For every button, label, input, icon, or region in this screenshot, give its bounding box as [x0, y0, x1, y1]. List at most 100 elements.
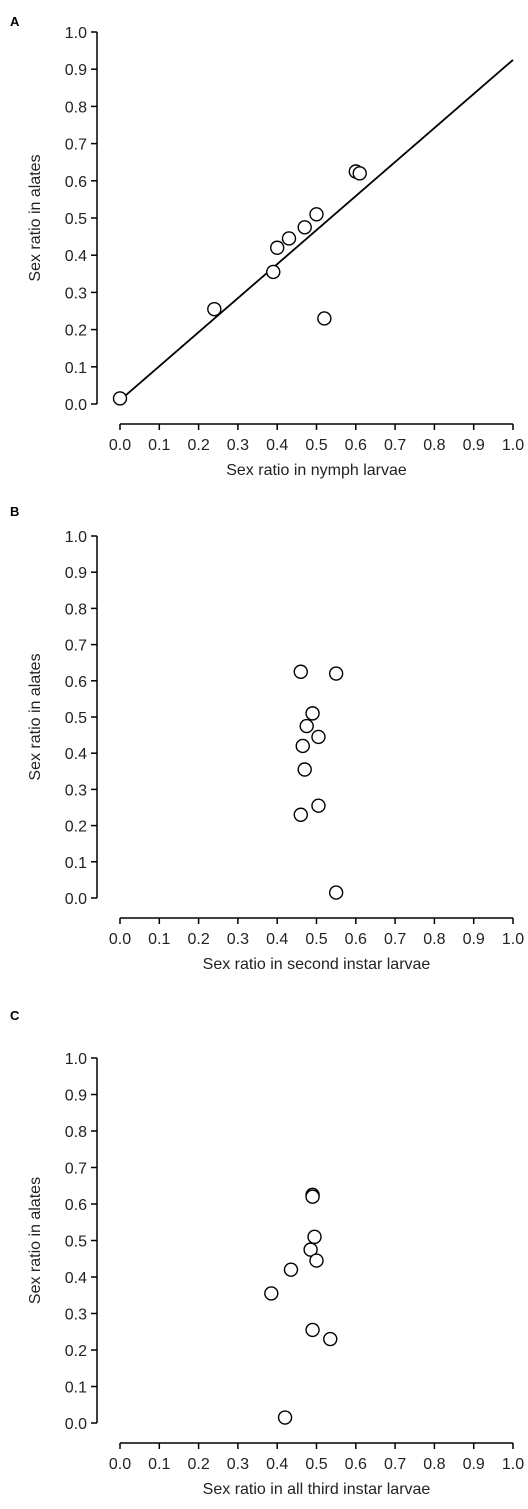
x-tick-label: 0.3 — [227, 437, 249, 454]
x-tick-label: 0.4 — [266, 1456, 288, 1473]
x-axis-title: Sex ratio in second instar larvae — [203, 956, 431, 973]
data-point — [207, 301, 222, 317]
x-tick-label: 0.7 — [384, 1456, 406, 1473]
x-tick-label: 0.1 — [148, 931, 170, 948]
x-tick-label: 0.3 — [227, 1456, 249, 1473]
y-tick-label: 0.9 — [65, 565, 87, 582]
panel-label: A — [10, 14, 20, 29]
y-tick-label: 0.6 — [65, 674, 87, 691]
y-tick-label: 0.4 — [65, 1270, 87, 1287]
x-tick-label: 0.0 — [109, 1456, 131, 1473]
y-tick-label: 0.3 — [65, 285, 87, 302]
y-tick-label: 1.0 — [65, 1051, 87, 1068]
panel-a: A 0.0 0.0 0.1 0.1 0.2 0.2 0.3 0.3 0.4 0.4 0.5 0.5 0.6… — [0, 0, 528, 479]
y-tick-label: 0.8 — [65, 99, 87, 116]
data-point — [317, 311, 332, 326]
data-point — [323, 1331, 338, 1347]
y-tick-label: 0.0 — [65, 1416, 87, 1433]
y-tick-label: 0.5 — [65, 710, 87, 727]
data-point — [311, 729, 326, 745]
x-tick-label: 0.0 — [109, 437, 131, 454]
x-tick-label: 0.6 — [345, 931, 367, 948]
x-tick-label: 0.0 — [109, 931, 131, 948]
x-tick-label: 0.6 — [345, 1456, 367, 1473]
x-tick-label: 0.2 — [187, 437, 209, 454]
data-point — [293, 807, 308, 822]
data-point — [112, 391, 128, 406]
data-point — [309, 1253, 324, 1268]
data-point — [303, 1242, 318, 1257]
x-tick-label: 0.7 — [384, 931, 406, 948]
data-point — [264, 1286, 279, 1301]
x-tick-label: 0.4 — [266, 931, 288, 948]
y-tick-label: 0.9 — [65, 1088, 87, 1105]
y-axis-title: Sex ratio in alates — [27, 154, 44, 281]
x-axis-title: Sex ratio in nymph larvae — [226, 462, 407, 479]
scatter-chart-a: A 0.0 0.0 0.1 0.1 0.2 0.2 0.3 0.3 0.4 0.4 0.5 0.5 0.6… — [10, 14, 524, 479]
data-point — [295, 738, 310, 754]
x-axis-title: Sex ratio in all third instar larvae — [203, 1481, 431, 1498]
regression-line — [119, 59, 514, 401]
x-tick-label: 1.0 — [502, 437, 524, 454]
data-point — [309, 207, 324, 222]
scatter-chart-c: C 0.0 0.0 0.1 0.1 0.2 0.2 0.3 0.3 0.4 0.4 0.5 0.5 0.6… — [10, 1008, 524, 1498]
y-tick-label: 0.9 — [65, 62, 87, 79]
y-tick-label: 0.0 — [65, 397, 87, 414]
y-tick-label: 0.1 — [65, 360, 87, 377]
y-axis-title: Sex ratio in alates — [27, 1177, 44, 1304]
x-tick-label: 0.6 — [345, 437, 367, 454]
x-tick-label: 0.3 — [227, 931, 249, 948]
x-tick-label: 0.5 — [305, 437, 327, 454]
panel-c: C 0.0 0.0 0.1 0.1 0.2 0.2 0.3 0.3 0.4 0.4 0.5 0.5 0.6… — [0, 998, 528, 1509]
panel-label: B — [10, 504, 19, 519]
x-tick-label: 0.9 — [463, 1456, 485, 1473]
x-tick-label: 0.2 — [187, 931, 209, 948]
y-tick-label: 0.1 — [65, 855, 87, 872]
y-tick-label: 0.3 — [65, 1307, 87, 1324]
y-tick-label: 1.0 — [65, 25, 87, 42]
x-tick-label: 0.1 — [148, 1456, 170, 1473]
x-tick-label: 0.2 — [187, 1456, 209, 1473]
data-point — [297, 762, 312, 777]
x-tick-label: 0.5 — [305, 1456, 327, 1473]
data-point — [307, 1229, 322, 1245]
data-point — [305, 706, 320, 721]
x-tick-label: 0.1 — [148, 437, 170, 454]
data-point — [328, 666, 344, 681]
x-tick-label: 0.4 — [266, 437, 288, 454]
x-tick-label: 0.8 — [423, 1456, 445, 1473]
y-tick-label: 0.7 — [65, 638, 87, 655]
y-tick-label: 0.6 — [65, 174, 87, 191]
y-tick-label: 0.3 — [65, 782, 87, 799]
y-tick-label: 0.8 — [65, 601, 87, 618]
x-tick-label: 0.9 — [463, 437, 485, 454]
y-axis-title: Sex ratio in alates — [27, 653, 44, 780]
y-tick-label: 0.5 — [65, 211, 87, 228]
data-point — [299, 718, 314, 734]
y-tick-label: 0.0 — [65, 891, 87, 908]
data-point — [283, 1262, 299, 1277]
y-tick-label: 0.4 — [65, 746, 87, 763]
x-tick-label: 0.5 — [305, 931, 327, 948]
x-tick-label: 0.9 — [463, 931, 485, 948]
data-point — [277, 1410, 293, 1425]
data-point — [270, 240, 285, 255]
data-point — [352, 166, 367, 181]
data-point — [305, 1189, 320, 1204]
y-tick-label: 0.7 — [65, 137, 87, 154]
data-point — [311, 798, 326, 813]
y-tick-label: 0.2 — [65, 1343, 87, 1360]
panel-b: B 0.0 0.0 0.1 0.1 0.2 0.2 0.3 0.3 0.4 0.4 0.5 0.5 0.6… — [0, 494, 528, 973]
y-tick-label: 1.0 — [65, 529, 87, 546]
y-tick-label: 0.2 — [65, 819, 87, 836]
data-point — [293, 664, 308, 679]
data-point — [297, 220, 312, 235]
panel-label: C — [10, 1008, 20, 1023]
y-tick-label: 0.8 — [65, 1124, 87, 1141]
data-point — [266, 264, 281, 280]
data-point — [328, 885, 344, 900]
x-tick-label: 1.0 — [502, 931, 524, 948]
data-point — [281, 231, 297, 246]
y-tick-label: 0.7 — [65, 1161, 87, 1178]
scatter-chart-b: B 0.0 0.0 0.1 0.1 0.2 0.2 0.3 0.3 0.4 0.4 0.5 0.5 0.6… — [10, 504, 524, 973]
